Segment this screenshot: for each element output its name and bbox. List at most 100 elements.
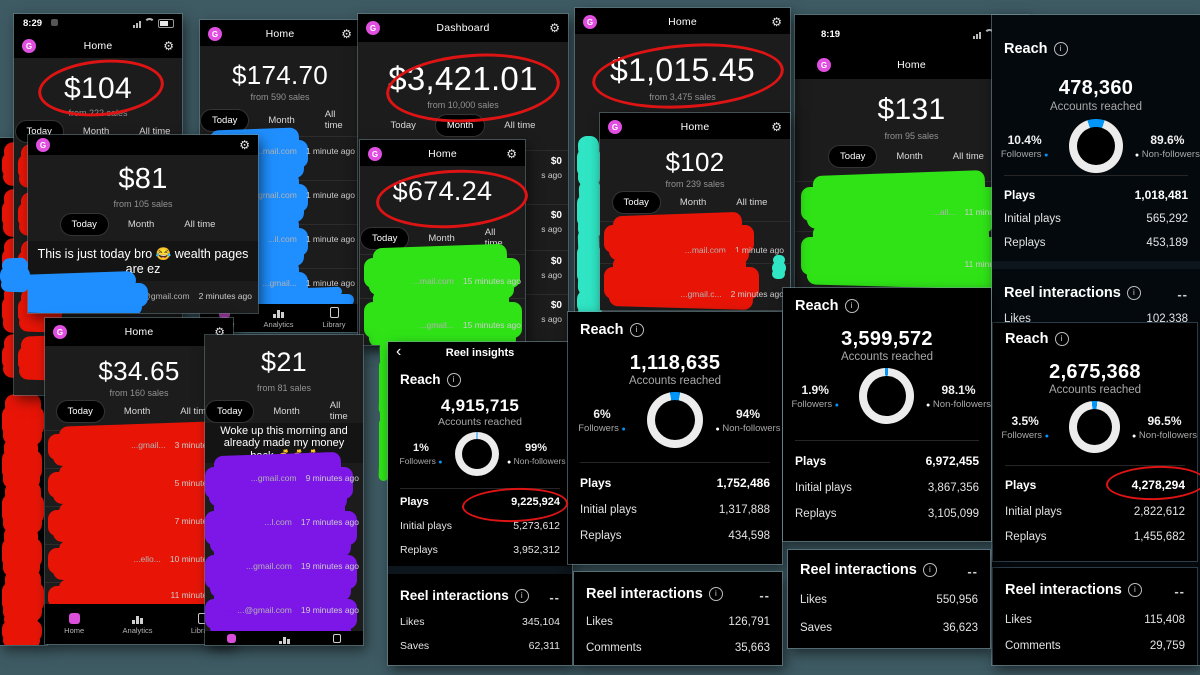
app-header: G Home ⚙ xyxy=(200,22,360,46)
tab-all-time[interactable]: All time xyxy=(504,120,536,131)
tab-month[interactable]: Month xyxy=(896,151,923,162)
settings-gear-icon[interactable]: ⚙ xyxy=(506,147,517,161)
likes-row: Likes 126,791 xyxy=(586,616,770,628)
nav-analytics[interactable] xyxy=(279,633,290,644)
info-icon[interactable]: i xyxy=(922,563,937,577)
reach-donut-chart xyxy=(1069,401,1121,453)
info-icon[interactable]: i xyxy=(708,587,723,601)
tab-today[interactable]: Today xyxy=(59,213,109,236)
tab-all-time[interactable]: All time xyxy=(180,406,212,417)
wifi-icon xyxy=(144,18,155,29)
period-tabs: Today Month All time xyxy=(358,114,568,137)
balance-amount: $174.70 xyxy=(231,60,329,90)
nav-home[interactable]: Home xyxy=(64,613,84,635)
replays-row: Replays 434,598 xyxy=(580,530,770,542)
info-icon[interactable]: i xyxy=(1126,286,1141,300)
tab-month[interactable]: Month xyxy=(434,114,486,137)
tab-month[interactable]: Month xyxy=(127,219,155,230)
info-icon[interactable]: i xyxy=(629,323,644,337)
tab-all-time[interactable]: All time xyxy=(329,400,348,422)
tab-all-time[interactable]: All time xyxy=(324,109,343,131)
tab-all-time[interactable]: All time xyxy=(139,126,171,137)
info-icon[interactable]: i xyxy=(514,588,529,603)
tab-month[interactable]: Month xyxy=(82,126,110,137)
tab-today[interactable]: Today xyxy=(205,399,255,423)
reach-donut-row: 10.4% Followers ● 89.6% ● Non-followers xyxy=(992,119,1200,173)
tab-all-time[interactable]: All time xyxy=(952,151,984,162)
reel-interactions-header: Reel interactions i xyxy=(800,562,937,578)
settings-gear-icon[interactable]: ⚙ xyxy=(771,120,782,134)
whop-logo-icon: G xyxy=(208,27,222,41)
tab-today[interactable]: Today xyxy=(200,108,250,132)
interactions-dash: -- xyxy=(759,588,770,603)
library-icon xyxy=(333,633,342,643)
reach-card-3599572: Reach i 3,599,572 Accounts reached 1.9% F… xyxy=(783,288,991,541)
settings-gear-icon[interactable]: ⚙ xyxy=(771,15,782,29)
tab-month[interactable]: Month xyxy=(123,406,151,417)
info-icon[interactable]: i xyxy=(1054,332,1069,346)
redaction-scribble xyxy=(48,472,230,498)
reach-donut-chart xyxy=(647,392,703,448)
reel-interactions-card: Reel interactions i -- Likes 550,956 Saves… xyxy=(788,550,990,648)
tab-month[interactable]: Month xyxy=(268,114,295,126)
phone-body: $34.65 from 160 sales Today Month All ti… xyxy=(45,346,233,608)
nav-analytics[interactable]: Analytics xyxy=(264,307,294,329)
tab-today[interactable]: Today xyxy=(55,400,105,423)
likes-row: Likes 115,408 xyxy=(1005,614,1185,626)
page-title: Home xyxy=(680,121,710,133)
redaction-scribble xyxy=(604,225,754,253)
nav-home[interactable] xyxy=(226,633,236,643)
transaction-row: ...gmail.com 1 minute ago xyxy=(251,190,355,200)
app-header: G Home xyxy=(795,53,1028,77)
tab-today[interactable]: Today xyxy=(390,120,416,131)
nav-analytics[interactable]: Analytics xyxy=(123,613,153,635)
tab-all-time[interactable]: All time xyxy=(736,197,768,208)
sales-subtext: from 160 sales xyxy=(109,388,169,398)
reel-interactions-header: Reel interactions i xyxy=(586,586,723,602)
whop-logo-icon: G xyxy=(608,120,622,134)
transaction-row: ...gmail.com 19 minutes ago xyxy=(246,561,359,571)
balance-amount: $102 xyxy=(665,147,725,177)
redaction-scribble xyxy=(577,290,603,314)
nav-library[interactable]: Library xyxy=(323,307,345,329)
analytics-icon xyxy=(132,613,143,624)
home-icon xyxy=(68,613,80,624)
tab-month[interactable]: Month xyxy=(273,405,300,417)
tab-all-time[interactable]: All time xyxy=(184,219,216,230)
replays-row: Replays 453,189 xyxy=(1004,237,1188,249)
back-arrow-icon[interactable]: ‹ xyxy=(396,343,402,360)
plays-row: Plays 1,018,481 xyxy=(1004,188,1188,202)
transaction-row: ...gmail.c... 2 minutes ago xyxy=(680,289,785,299)
tab-today[interactable]: Today xyxy=(828,145,878,168)
sales-subtext: from 590 sales xyxy=(250,92,310,102)
reach-donut-chart xyxy=(859,368,915,424)
app-header: G Home ⚙ xyxy=(14,34,182,58)
sales-subtext: from 81 sales xyxy=(256,383,312,393)
transaction-row: ...mail.com 1 minute ago xyxy=(684,245,784,255)
nav-library[interactable] xyxy=(333,633,342,643)
reach-donut-chart xyxy=(1069,119,1123,173)
tab-today[interactable]: Today xyxy=(611,191,661,214)
transaction-row: ...il.com 1 minute ago xyxy=(267,234,355,244)
phone-67424: G Home ⚙ $674.24 Today Month All time ..… xyxy=(360,140,525,345)
phone-102: G Home ⚙ $102 from 239 sales Today Month… xyxy=(600,113,790,310)
followers-pct: 6% Followers ● xyxy=(578,406,626,434)
tab-month[interactable]: Month xyxy=(679,197,707,208)
transaction-row: ...l.com 17 minutes ago xyxy=(264,517,359,527)
settings-gear-icon[interactable]: ⚙ xyxy=(549,21,560,35)
balance-amount: $81 xyxy=(118,163,168,195)
info-icon[interactable]: i xyxy=(446,372,461,387)
settings-gear-icon[interactable]: ⚙ xyxy=(239,138,250,152)
transaction-amount: $0 xyxy=(550,256,562,267)
info-icon[interactable]: i xyxy=(1053,42,1068,56)
sales-subtext: from 10,000 sales xyxy=(427,100,499,110)
settings-gear-icon[interactable]: ⚙ xyxy=(341,27,352,41)
balance-amount: $34.65 xyxy=(98,356,180,386)
tab-month[interactable]: Month xyxy=(428,232,455,244)
tab-today[interactable]: Today xyxy=(360,226,410,250)
settings-gear-icon[interactable]: ⚙ xyxy=(163,39,174,53)
info-icon[interactable]: i xyxy=(1127,583,1142,597)
settings-gear-icon[interactable]: ⚙ xyxy=(214,325,225,339)
redaction-scribble xyxy=(28,283,148,307)
info-icon[interactable]: i xyxy=(844,299,859,313)
